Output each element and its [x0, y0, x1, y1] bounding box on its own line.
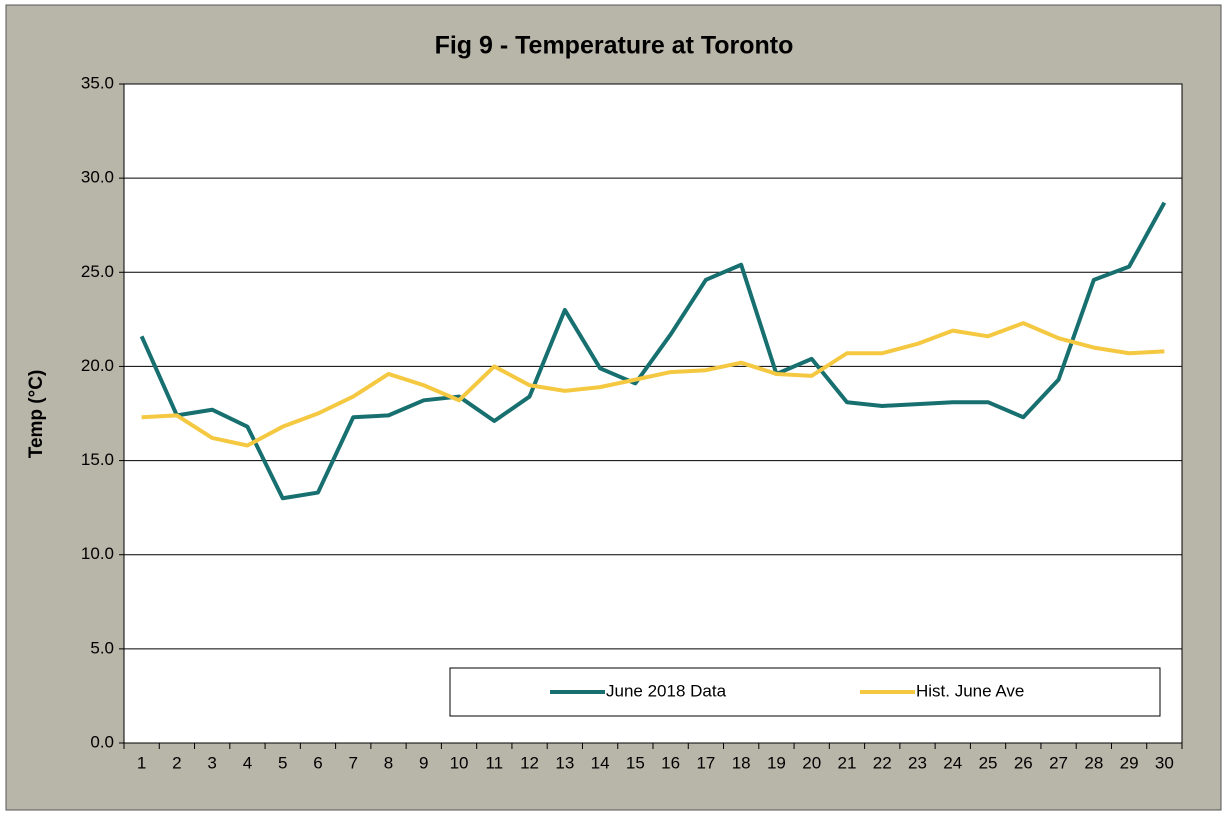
x-tick-label: 4 — [243, 753, 252, 772]
legend-label: June 2018 Data — [606, 681, 727, 700]
x-tick-label: 29 — [1120, 753, 1139, 772]
x-tick-label: 28 — [1084, 753, 1103, 772]
series-line — [139, 201, 1167, 501]
y-tick-label: 35.0 — [81, 73, 114, 92]
y-tick-label: 10.0 — [81, 544, 114, 563]
x-tick-label: 19 — [767, 753, 786, 772]
series-line — [141, 321, 1165, 448]
y-tick-label: 5.0 — [90, 638, 114, 657]
x-tick-label: 14 — [591, 753, 610, 772]
x-tick-label: 16 — [661, 753, 680, 772]
x-tick-label: 1 — [137, 753, 146, 772]
x-tick-label: 20 — [802, 753, 821, 772]
y-tick-label: 15.0 — [81, 450, 114, 469]
x-tick-label: 25 — [979, 753, 998, 772]
x-tick-label: 30 — [1155, 753, 1174, 772]
y-tick-label: 0.0 — [90, 732, 114, 751]
plot-area — [123, 83, 1183, 744]
x-tick-label: 21 — [838, 753, 857, 772]
x-tick-label: 15 — [626, 753, 645, 772]
x-tick-label: 18 — [732, 753, 751, 772]
x-tick-label: 3 — [207, 753, 216, 772]
x-tick-label: 13 — [555, 753, 574, 772]
y-axis-label: Temp (°C) — [26, 370, 47, 459]
x-tick-label: 17 — [696, 753, 715, 772]
x-tick-label: 6 — [313, 753, 322, 772]
x-tick-label: 5 — [278, 753, 287, 772]
x-tick-label: 11 — [485, 753, 503, 772]
x-tick-label: 22 — [873, 753, 892, 772]
legend-label: Hist. June Ave — [916, 681, 1024, 700]
x-tick-label: 2 — [172, 753, 181, 772]
x-tick-label: 27 — [1049, 753, 1068, 772]
x-tick-label: 26 — [1014, 753, 1033, 772]
x-tick-label: 9 — [419, 753, 428, 772]
x-tick-label: 12 — [520, 753, 539, 772]
chart-title: Fig 9 - Temperature at Toronto — [435, 32, 794, 60]
y-tick-label: 25.0 — [81, 262, 114, 281]
x-tick-label: 7 — [348, 753, 357, 772]
x-tick-label: 8 — [384, 753, 393, 772]
x-tick-label: 23 — [908, 753, 927, 772]
x-tick-label: 10 — [450, 753, 469, 772]
y-tick-label: 20.0 — [81, 356, 114, 375]
x-tick-label: 24 — [943, 753, 962, 772]
y-tick-label: 30.0 — [81, 168, 114, 187]
